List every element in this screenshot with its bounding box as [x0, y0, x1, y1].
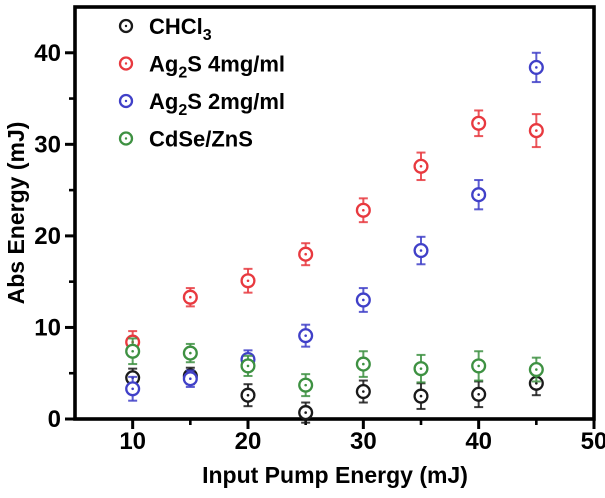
y-tick-label: 0 [48, 406, 61, 433]
legend-marker-dot [124, 137, 128, 140]
legend-marker-dot [124, 99, 128, 103]
data-point-center-dot [189, 295, 192, 299]
data-point-center-dot [419, 249, 423, 252]
data-point-center-dot [362, 362, 365, 366]
data-point-center-dot [477, 392, 480, 396]
data-point-center-dot [189, 351, 192, 355]
x-tick-label: 10 [119, 428, 146, 455]
data-point-center-dot [304, 383, 307, 387]
data-point-center-dot [362, 208, 365, 212]
x-tick-label: 50 [581, 428, 605, 455]
data-point-center-dot [304, 252, 307, 256]
x-tick-label: 40 [465, 428, 492, 455]
data-point-center-dot [362, 390, 365, 393]
data-point-center-dot [535, 129, 538, 132]
plot-frame [73, 5, 596, 421]
y-tick-label: 10 [34, 314, 61, 341]
plot-area: 10 20 30 40 50 0 10 20 30 40 CHCl3 Ag2S 4mg/ml Ag2S … [34, 5, 605, 455]
data-point-center-dot [304, 411, 307, 414]
y-tick-label: 40 [34, 40, 61, 67]
data-point-center-dot [419, 165, 423, 168]
y-tick-label: 30 [34, 131, 61, 158]
data-point-center-dot [535, 368, 538, 371]
data-point-center-dot [246, 364, 250, 368]
y-axis-title: Abs Energy (mJ) [3, 122, 29, 305]
legend-label-ag2s-2mg-ml: Ag2S 2mg/ml [149, 89, 285, 119]
data-point-center-dot [246, 393, 250, 397]
data-point-center-dot [419, 367, 423, 370]
data-point-center-dot [477, 121, 480, 125]
x-axis-title: Input Pump Energy (mJ) [202, 462, 468, 488]
legend-marker-dot [124, 62, 128, 65]
x-tick-label: 20 [235, 428, 262, 455]
legend-label-chcl3: CHCl3 [149, 14, 212, 44]
data-point-center-dot [246, 279, 250, 283]
data-point-center-dot [535, 66, 538, 69]
legend-label-ag2s-4mg-ml: Ag2S 4mg/ml [149, 52, 285, 82]
legend-marker-dot [124, 24, 128, 28]
data-point-center-dot [304, 334, 307, 337]
y-tick-label: 20 [34, 223, 61, 250]
data-point-center-dot [535, 381, 538, 385]
data-point-center-dot [362, 298, 365, 302]
data-point-center-dot [131, 349, 134, 353]
legend-label-cdse-zns: CdSe/ZnS [149, 127, 253, 152]
data-point-center-dot [419, 394, 423, 398]
data-point-center-dot [131, 387, 134, 391]
data-point-center-dot [477, 364, 480, 368]
data-point-center-dot [189, 377, 192, 381]
x-tick-label: 30 [350, 428, 377, 455]
data-point-center-dot [477, 193, 480, 196]
